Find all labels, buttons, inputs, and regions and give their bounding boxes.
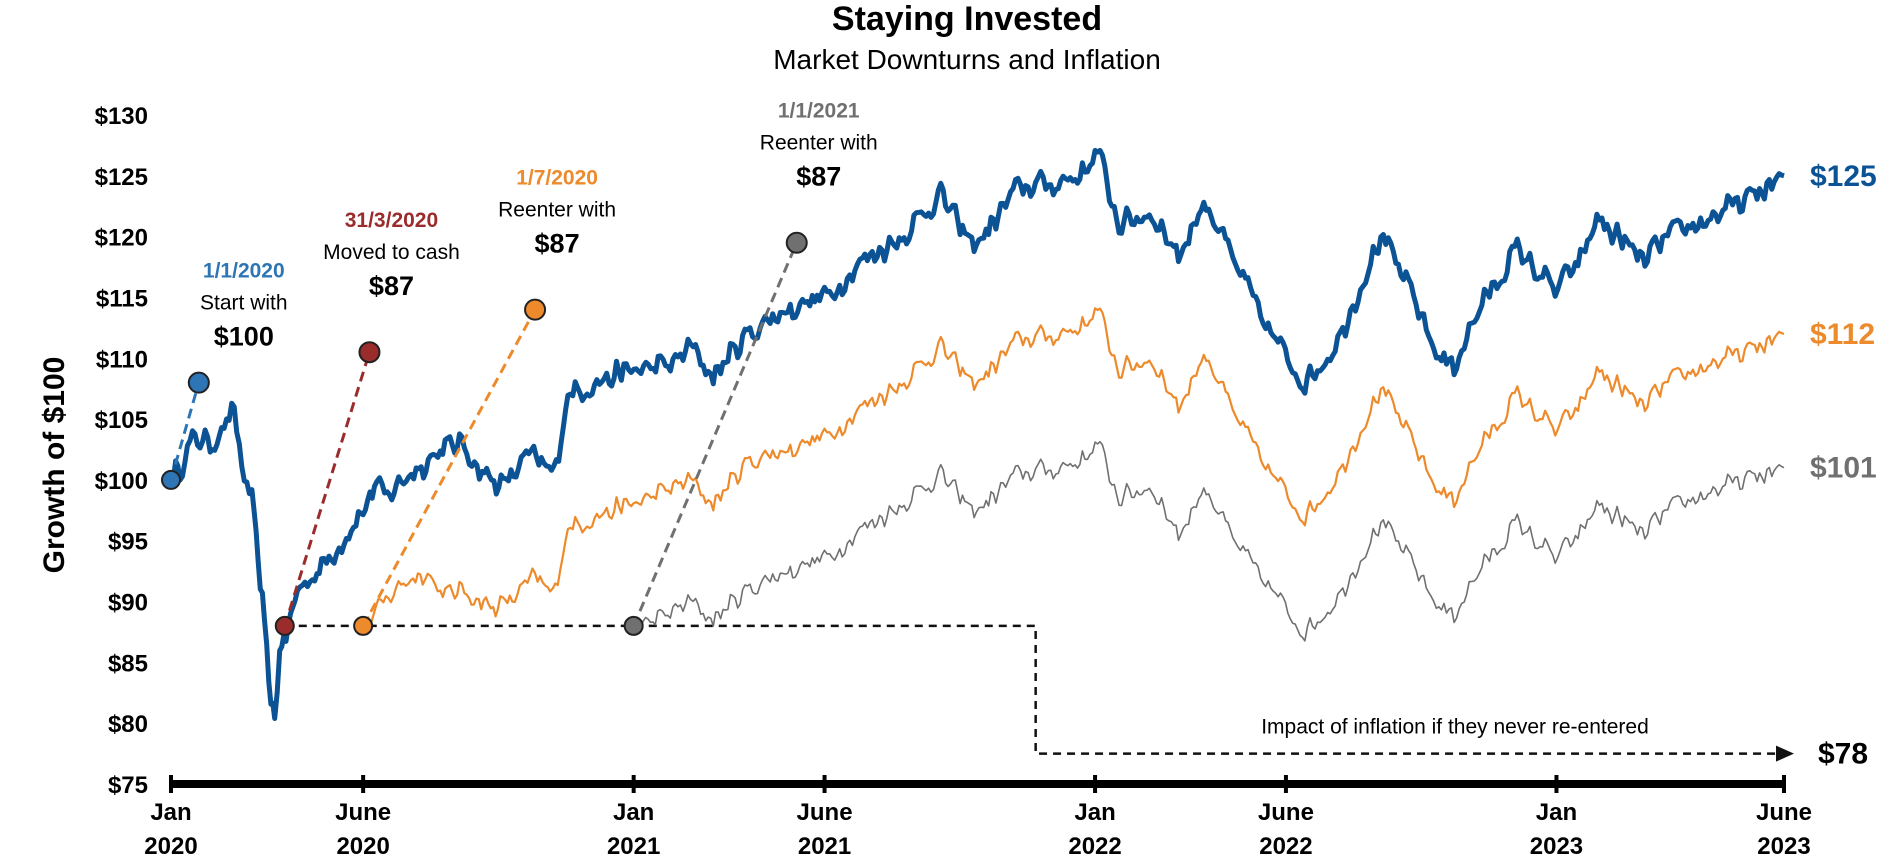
annotation-start-marker <box>353 615 374 636</box>
series-line <box>170 147 1785 721</box>
annotation-date: 1/7/2020 <box>516 167 598 190</box>
chart-subtitle: Market Downturns and Inflation <box>773 44 1161 75</box>
series-line <box>633 440 1785 642</box>
y-tick-label: $90 <box>108 590 148 617</box>
annotation-start-marker <box>274 615 295 636</box>
y-tick-label: $110 <box>96 346 148 373</box>
series-end-label: $101 <box>1810 452 1877 485</box>
series-line <box>362 307 1785 627</box>
chart-title: Staying Invested <box>832 0 1102 38</box>
x-tick-year: 2023 <box>1530 833 1583 860</box>
annotation-value: $100 <box>214 322 274 352</box>
annotation-date: 31/3/2020 <box>345 209 438 232</box>
x-tick-label: Jan <box>1536 799 1577 826</box>
x-tick-year: 2022 <box>1259 833 1312 860</box>
annotation-connector <box>361 308 537 627</box>
annotation-value: $87 <box>369 271 414 301</box>
annotation-start-marker <box>161 469 181 490</box>
annotation-connector <box>632 242 799 627</box>
x-tick-label: June <box>1258 799 1314 826</box>
y-tick-label: $95 <box>108 529 148 556</box>
x-tick-label: June <box>335 799 391 826</box>
x-tick-label: Jan <box>150 799 191 826</box>
x-tick-label: June <box>1756 799 1812 826</box>
series-end-label: $112 <box>1810 318 1875 351</box>
annotation-end-marker <box>524 298 547 321</box>
y-tick-label: $80 <box>108 711 148 738</box>
x-tick-year: 2023 <box>1757 833 1810 860</box>
y-axis-label: Growth of $100 <box>38 357 71 574</box>
y-tick-label: $115 <box>96 285 148 312</box>
annotation-end-marker <box>187 371 210 394</box>
annotation-value: $87 <box>796 162 841 192</box>
annotation-connector <box>169 382 201 481</box>
end-labels: $125 $112 $101 <box>1810 160 1877 485</box>
x-tick-year: 2020 <box>144 833 197 860</box>
annotation-date: 1/1/2020 <box>203 260 285 283</box>
inflation-end-value: $78 <box>1818 738 1868 771</box>
x-tick-year: 2020 <box>336 833 389 860</box>
annotation-date: 1/1/2021 <box>778 100 860 123</box>
y-tick-label: $120 <box>95 225 148 252</box>
y-tick-label: $85 <box>108 650 148 677</box>
series-end-label: $125 <box>1810 160 1877 193</box>
y-tick-label: $125 <box>95 164 148 191</box>
inflation-layer: Impact of inflation if they never re-ent… <box>284 624 1868 771</box>
inflation-label: Impact of inflation if they never re-ent… <box>1261 716 1649 739</box>
x-tick-label: Jan <box>613 799 654 826</box>
annotation-end-marker <box>358 341 381 364</box>
x-tick-year: 2021 <box>798 833 851 860</box>
annotation-text: Reenter with <box>498 199 616 222</box>
annotation-end-marker <box>785 231 808 254</box>
y-tick-label: $100 <box>95 468 148 495</box>
x-tick-label: June <box>797 799 853 826</box>
annotation-text: Moved to cash <box>323 241 460 264</box>
annotation-connector <box>283 351 371 627</box>
inflation-arrowhead <box>1776 745 1794 762</box>
x-tick-year: 2022 <box>1068 833 1121 860</box>
annotations: 1/1/2020 Start with $100 31/3/2020 Moved to … <box>161 100 878 636</box>
x-tick-label: Jan <box>1074 799 1115 826</box>
x-tick-year: 2021 <box>607 833 660 860</box>
inflation-path <box>284 624 1784 755</box>
annotation-value: $87 <box>535 229 580 259</box>
y-axis: $75 $80 $85 $90 $95 $100 $105 $110 $115 $120 $125 $… <box>95 103 148 799</box>
annotation-text: Start with <box>200 292 288 315</box>
annotation-text: Reenter with <box>760 132 878 155</box>
y-tick-label: $75 <box>108 772 148 799</box>
y-tick-label: $105 <box>95 407 148 434</box>
annotation-start-marker <box>623 615 644 636</box>
series-lines <box>170 147 1785 721</box>
x-axis: Jan 2020 June 2020 Jan 2021 June 2021 Jan 2022 Jun… <box>144 775 1812 860</box>
y-tick-label: $130 <box>95 103 148 130</box>
